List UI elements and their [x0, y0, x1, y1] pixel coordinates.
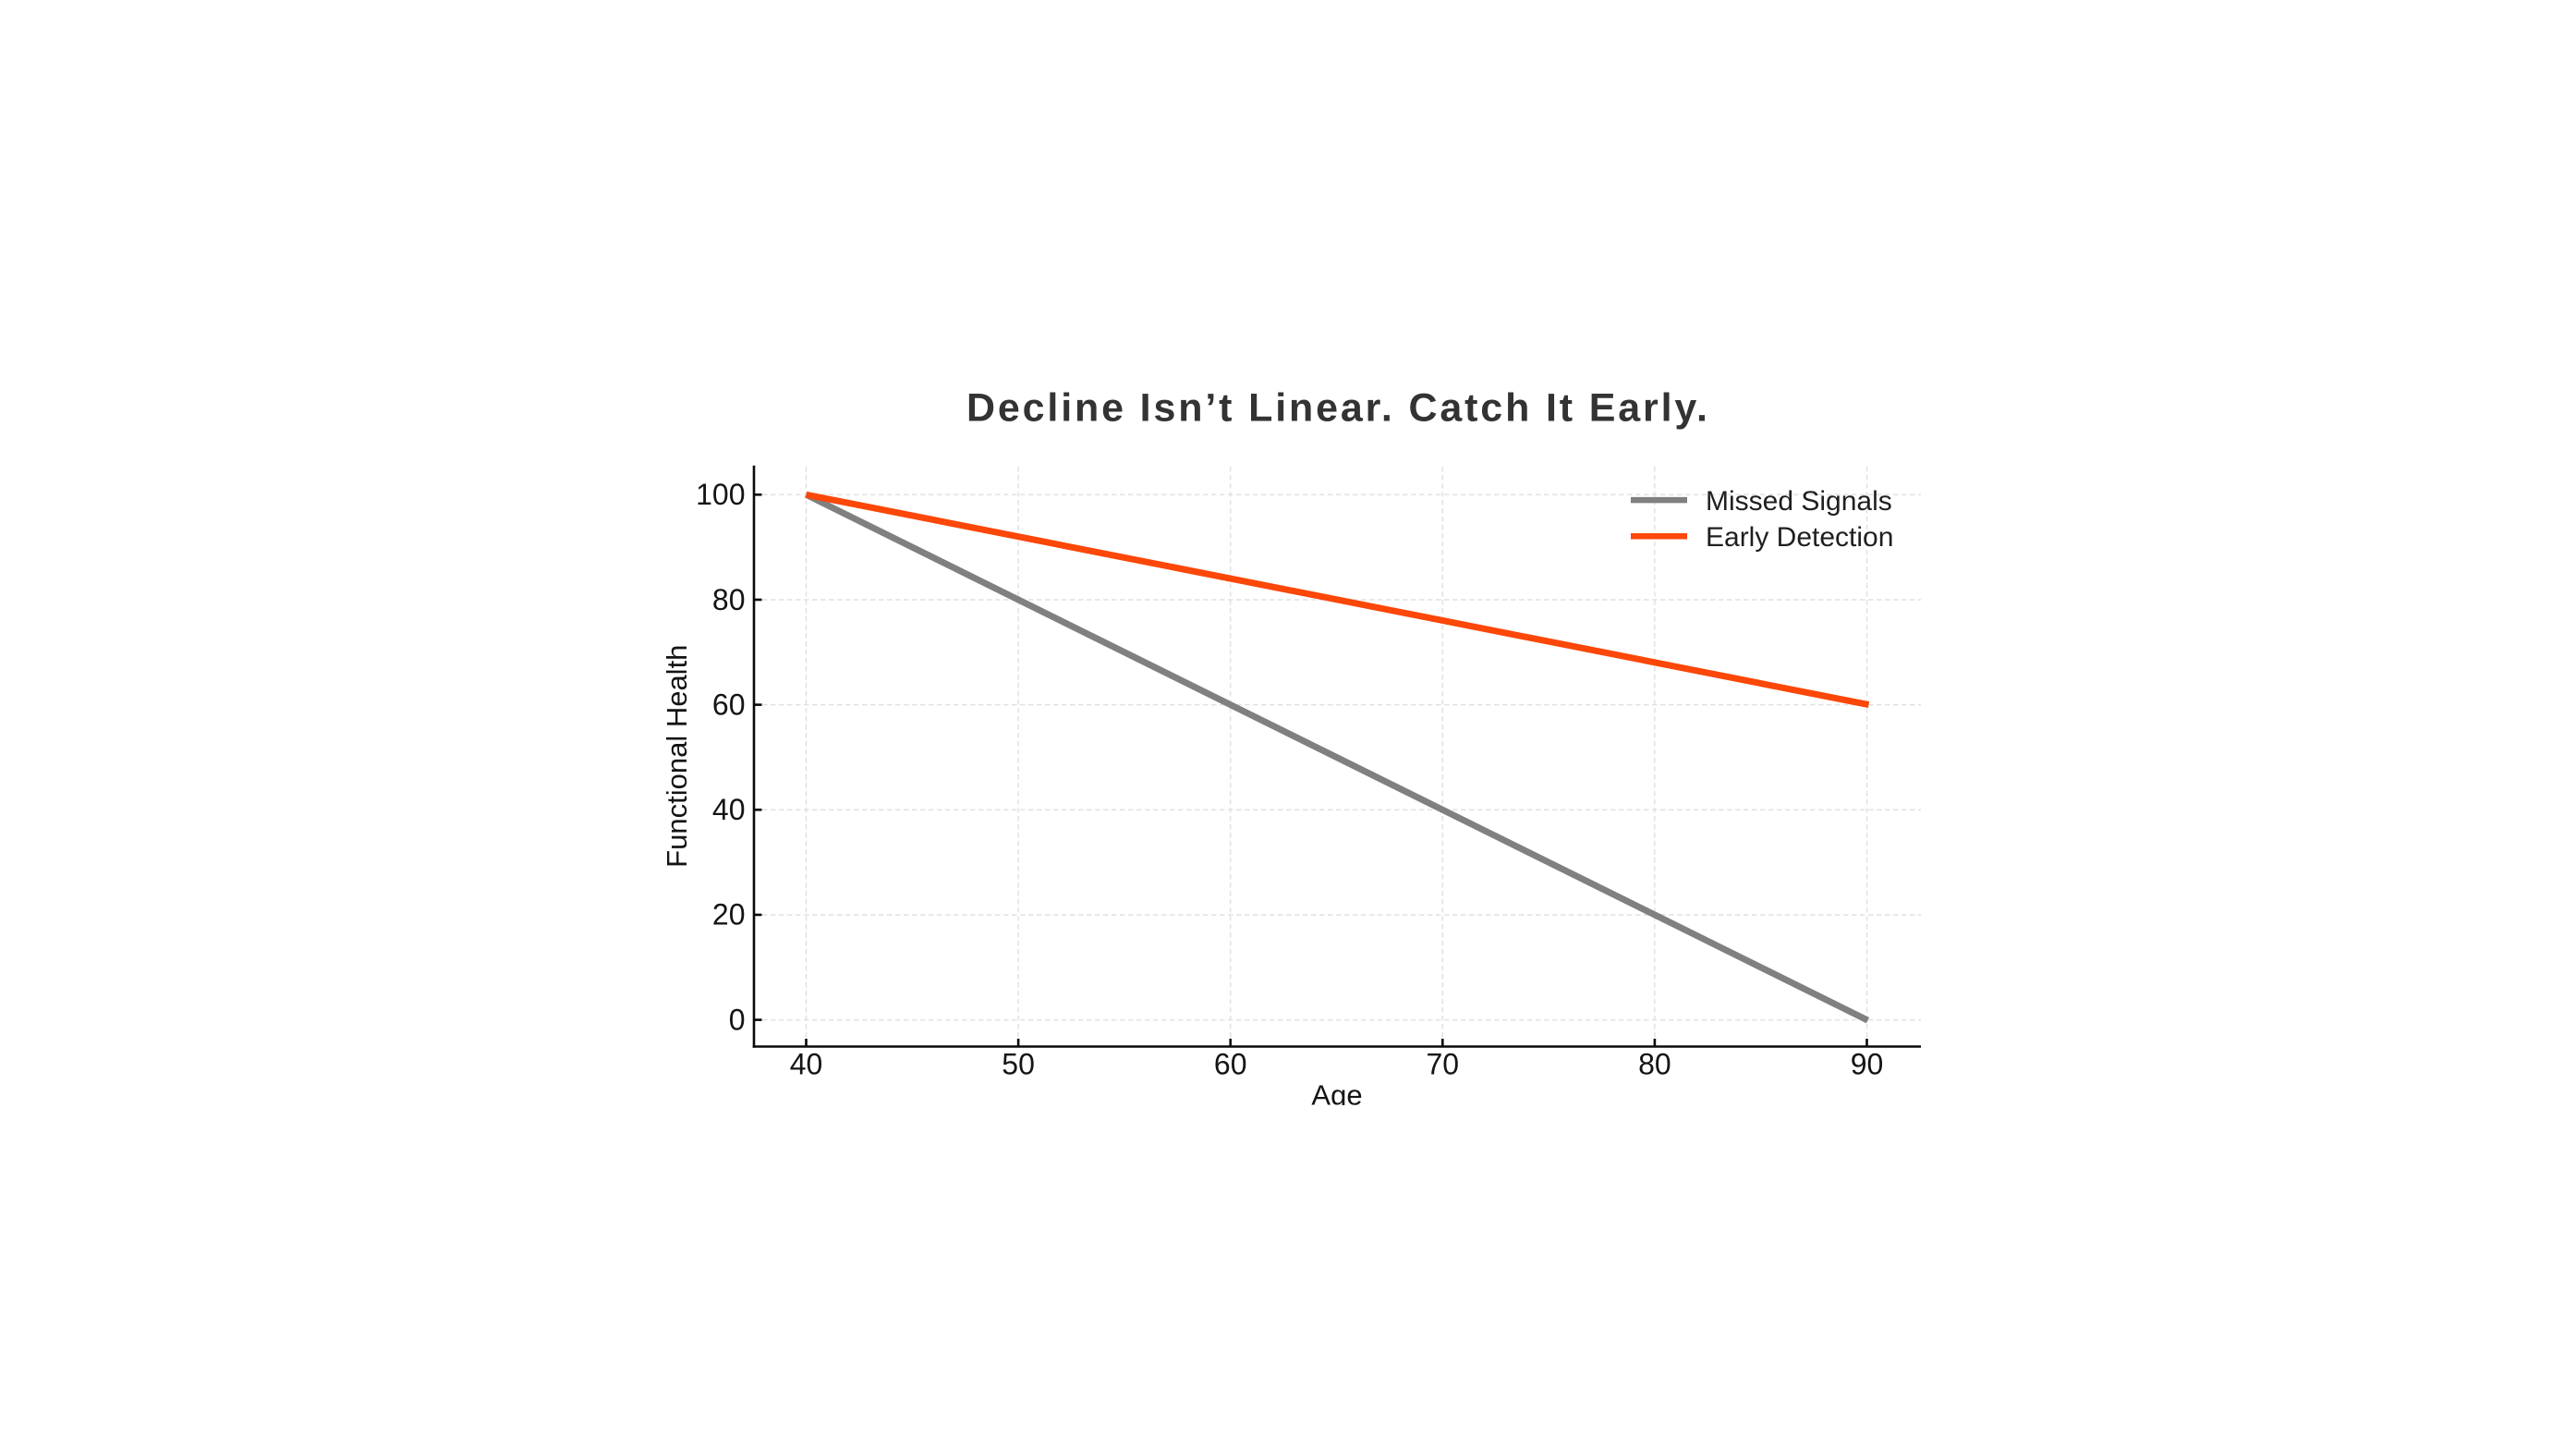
svg-text:70: 70 [1427, 1048, 1460, 1081]
svg-text:50: 50 [1002, 1048, 1035, 1081]
svg-text:40: 40 [712, 793, 746, 826]
svg-text:Decline Isn’t Linear. Catch It: Decline Isn’t Linear. Catch It Early. [966, 386, 1710, 431]
svg-text:Functional Health: Functional Health [661, 645, 693, 868]
svg-text:60: 60 [1214, 1048, 1247, 1081]
svg-text:40: 40 [790, 1048, 823, 1081]
svg-text:60: 60 [712, 688, 746, 721]
svg-text:80: 80 [712, 583, 746, 616]
svg-text:20: 20 [712, 898, 746, 932]
svg-text:90: 90 [1851, 1048, 1884, 1081]
svg-text:Missed Signals: Missed Signals [1706, 486, 1892, 517]
svg-text:0: 0 [729, 1003, 746, 1036]
svg-text:Early Detection: Early Detection [1706, 522, 1893, 553]
svg-text:100: 100 [696, 478, 745, 511]
svg-text:80: 80 [1638, 1048, 1671, 1081]
